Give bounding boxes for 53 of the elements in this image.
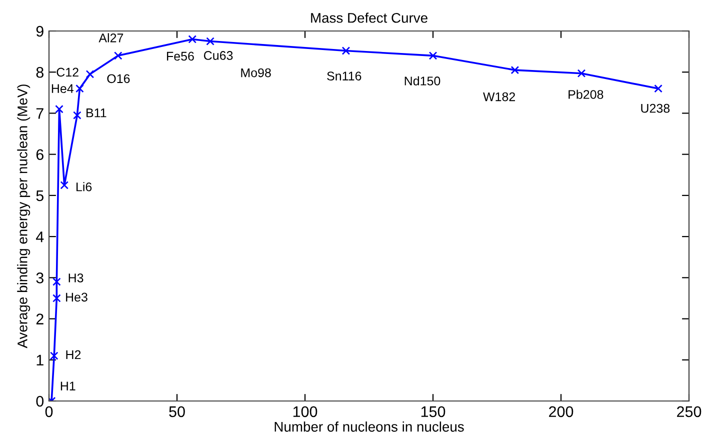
y-tick-label: 6	[36, 149, 44, 160]
y-tick-label: 4	[36, 232, 44, 242]
x-tick-label: 250	[677, 406, 702, 418]
x-tick-label: 100	[293, 406, 318, 418]
annotation: Mo98	[241, 68, 271, 78]
point	[428, 52, 438, 60]
point	[577, 69, 586, 78]
annotation: U238	[641, 104, 670, 113]
x-tick-label: 200	[549, 406, 574, 418]
point	[114, 52, 122, 60]
annotation: He4	[52, 84, 74, 94]
y-tick-label: 3	[36, 272, 44, 284]
point	[50, 352, 58, 360]
chart-title: Mass Defect Curve	[311, 12, 428, 23]
annotation: Cu63	[204, 51, 233, 60]
point	[188, 35, 197, 44]
point	[206, 37, 214, 46]
point	[72, 111, 82, 120]
y-tick-label: 0	[36, 396, 44, 407]
annotation: Sn116	[327, 72, 362, 80]
y-tick-label: 9	[36, 26, 44, 37]
point	[342, 46, 350, 55]
y-tick-label: 2	[36, 314, 44, 324]
annotation: W182	[483, 92, 515, 102]
annotation: He3	[66, 292, 88, 302]
annotation: Pb208	[568, 90, 604, 99]
annotation: Al27	[98, 33, 124, 42]
y-axis-title: Average binding energy per nuclean (MeV)	[17, 84, 30, 348]
annotation: C12	[56, 68, 78, 77]
x-tick-label: 0	[45, 406, 53, 418]
point	[52, 278, 61, 286]
annotation: O16	[107, 74, 130, 84]
y-tick-label: 8	[36, 66, 44, 78]
point	[60, 181, 69, 190]
annotation: Fe56	[166, 52, 194, 61]
annotation: B11	[86, 108, 106, 118]
x-axis-title: Number of nucleons in nucleus	[274, 421, 464, 432]
annotation: H3	[68, 274, 84, 282]
annotation: H1	[60, 382, 76, 390]
x-tick-label: 50	[169, 406, 185, 418]
x-tick-label: 150	[421, 406, 446, 418]
point	[76, 84, 84, 93]
annotation: Nd150	[404, 76, 440, 86]
annotation: H2	[66, 350, 81, 360]
point	[52, 294, 61, 302]
y-tick-label: 5	[36, 190, 44, 202]
point	[654, 84, 662, 93]
point	[510, 66, 520, 74]
point	[55, 104, 64, 114]
y-tick-label: 1	[36, 354, 44, 366]
annotation: Li6	[76, 182, 92, 192]
point	[86, 70, 94, 78]
y-tick-label: 7	[36, 108, 44, 119]
